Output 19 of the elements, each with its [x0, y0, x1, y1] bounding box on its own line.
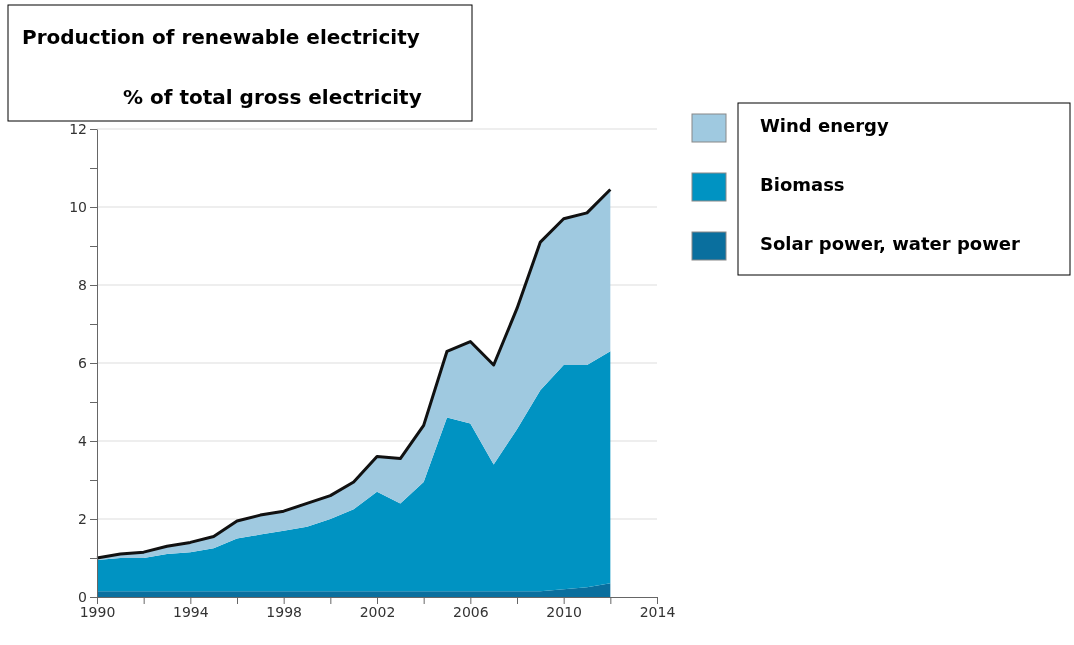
x-tick-label: 1990 [79, 603, 116, 620]
y-tick-label: 12 [69, 120, 87, 137]
x-tick-label: 2006 [453, 603, 489, 620]
legend-label: Biomass [760, 174, 845, 195]
legend-label: Solar power, water power [760, 233, 1021, 254]
x-tick-label: 2010 [546, 603, 582, 620]
x-tick-label: 1998 [266, 603, 302, 620]
y-tick-label: 6 [78, 354, 88, 371]
chart-title: Production of renewable electricity [22, 25, 420, 49]
legend-label: Wind energy [760, 115, 889, 136]
y-tick-label: 10 [69, 198, 87, 215]
x-tick-label: 2002 [359, 603, 396, 620]
y-tick-label: 2 [78, 510, 87, 527]
y-tick-label: 8 [78, 276, 87, 293]
x-tick-label: 1994 [173, 603, 209, 620]
y-tick-label: 4 [78, 432, 88, 449]
x-tick-label: 2014 [639, 603, 676, 620]
chart-subtitle: % of total gross electricity [123, 85, 422, 109]
y-tick-label: 0 [78, 588, 87, 605]
